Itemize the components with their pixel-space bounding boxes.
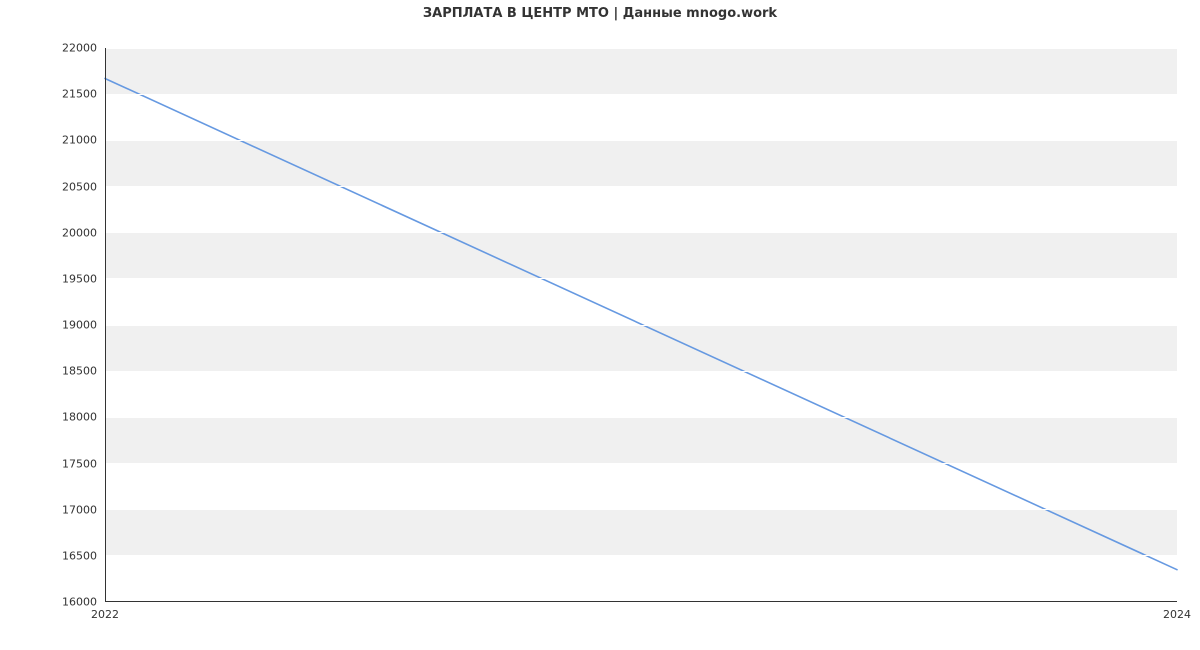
x-tick-label: 2022 (91, 602, 119, 621)
y-tick-label: 21000 (62, 134, 105, 147)
y-tick-label: 19500 (62, 272, 105, 285)
y-axis-line (105, 48, 106, 602)
grid-line (105, 325, 1177, 326)
chart-title: ЗАРПЛАТА В ЦЕНТР МТО | Данные mnogo.work (0, 6, 1200, 21)
grid-line (105, 186, 1177, 187)
grid-line (105, 140, 1177, 141)
y-tick-label: 18000 (62, 411, 105, 424)
grid-line (105, 94, 1177, 95)
y-tick-label: 18500 (62, 365, 105, 378)
grid-line (105, 509, 1177, 510)
grid-line (105, 417, 1177, 418)
grid-line (105, 371, 1177, 372)
x-tick-label: 2024 (1163, 602, 1191, 621)
grid-line (105, 463, 1177, 464)
grid-line (105, 555, 1177, 556)
y-tick-label: 20000 (62, 226, 105, 239)
grid-line (105, 48, 1177, 49)
y-tick-label: 21500 (62, 88, 105, 101)
plot-area: 1600016500170001750018000185001900019500… (105, 48, 1177, 602)
y-tick-label: 22000 (62, 42, 105, 55)
y-tick-label: 17000 (62, 503, 105, 516)
grid-line (105, 278, 1177, 279)
grid-line (105, 232, 1177, 233)
salary-chart: ЗАРПЛАТА В ЦЕНТР МТО | Данные mnogo.work… (0, 0, 1200, 650)
y-tick-label: 17500 (62, 457, 105, 470)
x-axis-line (105, 601, 1177, 602)
y-tick-label: 19000 (62, 319, 105, 332)
y-tick-label: 20500 (62, 180, 105, 193)
y-tick-label: 16500 (62, 549, 105, 562)
